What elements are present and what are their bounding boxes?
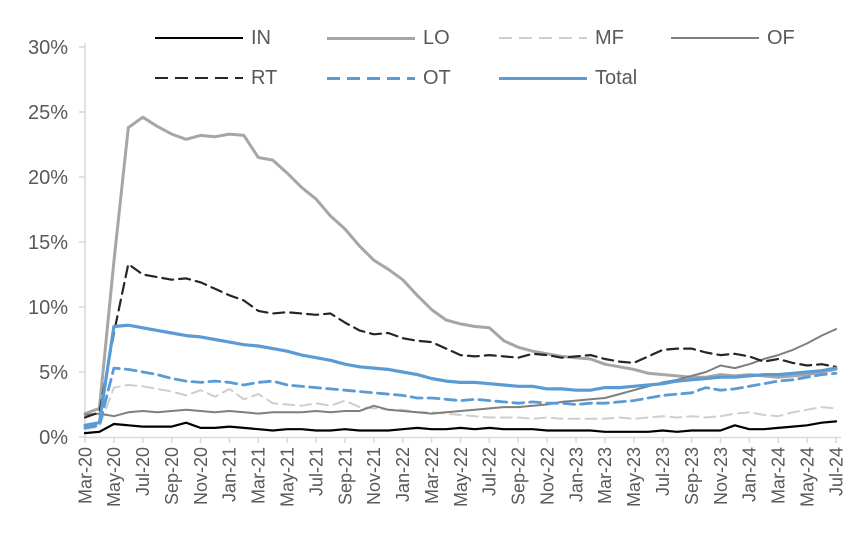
x-axis-label: Jan-22: [393, 447, 413, 502]
legend-label-LO: LO: [423, 27, 450, 49]
x-axis-label: May-21: [277, 447, 297, 507]
legend-label-IN: IN: [251, 27, 271, 49]
legend-line-MF: [499, 37, 587, 39]
x-axis-label: Jul-23: [653, 447, 673, 496]
y-axis-label: 30%: [28, 37, 68, 59]
y-axis-label: 15%: [28, 232, 68, 254]
legend-item-RT: RT: [155, 67, 277, 89]
x-axis-label: Jul-21: [306, 447, 326, 496]
series-line-OF: [84, 328, 837, 418]
series-line-LO: [83, 115, 838, 416]
x-axis-label: Sep-21: [335, 447, 355, 505]
x-axis-label: Mar-20: [75, 447, 95, 504]
x-axis-label: May-20: [104, 447, 124, 507]
legend-line-LO: [327, 36, 415, 40]
x-axis-label: Sep-20: [162, 447, 182, 505]
legend-line-RT: [155, 77, 243, 79]
x-axis-label: May-23: [624, 447, 644, 507]
x-axis-label: Mar-24: [769, 447, 789, 504]
legend-label-RT: RT: [251, 67, 278, 89]
legend-label-OF: OF: [767, 27, 795, 49]
x-axis-label: Jan-21: [220, 447, 240, 502]
series-line-IN: [83, 420, 838, 435]
y-axis-label: 10%: [28, 297, 68, 319]
legend-line-IN: [155, 37, 243, 39]
series-line-OT: [83, 366, 838, 430]
legend-line-Total: [499, 76, 587, 80]
legend-item-Total: Total: [499, 67, 637, 89]
x-axis-label: Mar-23: [595, 447, 615, 504]
x-axis-label: Nov-21: [364, 447, 384, 505]
legend-item-OT: OT: [327, 67, 451, 89]
x-axis-label: Nov-20: [191, 447, 211, 505]
legend-line-OF: [671, 37, 759, 39]
x-axis-label: May-22: [451, 447, 471, 507]
legend-item-OF: OF: [671, 27, 795, 49]
x-axis-label: Jul-20: [133, 447, 153, 496]
legend-item-MF: MF: [499, 27, 624, 49]
y-axis-label: 5%: [39, 362, 68, 384]
legend-line-OT: [327, 76, 415, 80]
y-axis-label: 25%: [28, 102, 68, 124]
x-axis-label: Jan-23: [566, 447, 586, 502]
series-line-RT: [83, 263, 838, 419]
x-axis-label: Jul-24: [826, 447, 846, 496]
x-axis-label: Jul-22: [480, 447, 500, 496]
y-axis-label: 20%: [28, 167, 68, 189]
legend-item-IN: IN: [155, 27, 271, 49]
legend-label-MF: MF: [595, 27, 624, 49]
y-axis-label: 0%: [39, 427, 68, 449]
x-axis-label: Jan-24: [740, 447, 760, 502]
x-axis-label: Nov-22: [537, 447, 557, 505]
chart-legend: IN LO MF OF RT OT Total: [0, 0, 852, 100]
x-axis-label: Mar-22: [422, 447, 442, 504]
legend-label-OT: OT: [423, 67, 451, 89]
x-axis-label: May-24: [797, 447, 817, 507]
series-line-MF: [84, 384, 837, 431]
x-axis-label: Sep-23: [682, 447, 702, 505]
x-axis-label: Sep-22: [509, 447, 529, 505]
x-axis-label: Mar-21: [249, 447, 269, 504]
legend-label-Total: Total: [595, 67, 638, 89]
legend-item-LO: LO: [327, 27, 450, 49]
series-line-Total: [83, 323, 838, 427]
x-axis-label: Nov-23: [711, 447, 731, 505]
